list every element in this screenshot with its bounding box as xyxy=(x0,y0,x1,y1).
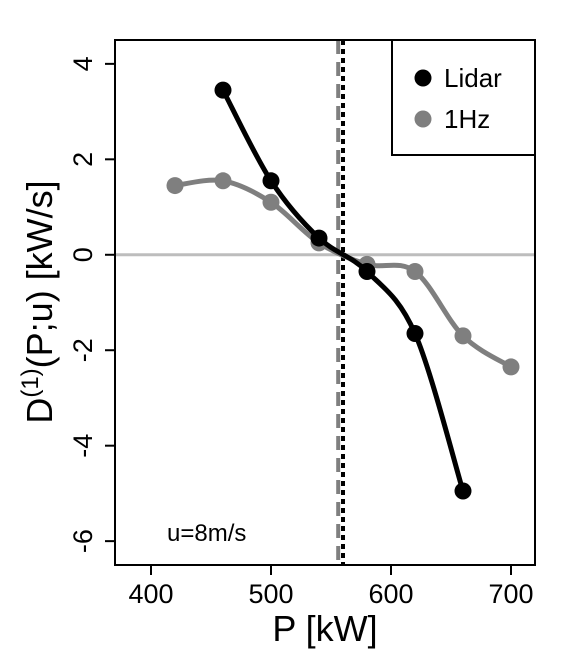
y-axis-title-rest: (P;u) [kW/s] xyxy=(19,180,60,368)
y-axis-title: D(1)(P;u) [kW/s] xyxy=(17,180,60,423)
plot-area xyxy=(115,40,535,565)
y-axis-title-main: D xyxy=(19,398,60,424)
data-point-lidar-580 xyxy=(358,262,376,280)
series-line-lidar xyxy=(220,88,466,492)
x-tick-label-500: 500 xyxy=(248,579,293,609)
data-point-lidar-460 xyxy=(214,81,232,99)
y-axis-title-superscript: (1) xyxy=(17,368,44,397)
data-point-lidar-660 xyxy=(454,482,472,500)
data-point-lidar-540 xyxy=(310,229,328,247)
data-point-1hz-660 xyxy=(454,327,472,345)
axes: 400 500 600 700 -6 -4 -2 0 2 4 xyxy=(68,39,536,609)
data-point-1hz-700 xyxy=(502,358,520,376)
y-tick-label-2: 2 xyxy=(68,152,98,167)
data-point-1hz-500 xyxy=(262,193,280,211)
legend-marker-lidar xyxy=(414,69,432,87)
legend: Lidar 1Hz xyxy=(391,39,536,156)
y-tick-label--4: -4 xyxy=(68,434,98,458)
y-tick-label--2: -2 xyxy=(68,338,98,362)
y-tick-label--6: -6 xyxy=(68,529,98,553)
x-tick-label-400: 400 xyxy=(128,579,173,609)
legend-label-1hz: 1Hz xyxy=(444,104,490,134)
x-axis-title: P [kW] xyxy=(272,608,377,649)
data-point-lidar-500 xyxy=(262,172,280,190)
data-point-1hz-620 xyxy=(406,262,424,280)
data-point-1hz-420 xyxy=(166,177,184,195)
plot-frame xyxy=(114,39,536,566)
legend-box xyxy=(391,39,536,156)
data-point-1hz-460 xyxy=(214,172,232,190)
data-point-lidar-620 xyxy=(406,325,424,343)
y-tick-label-0: 0 xyxy=(68,247,98,262)
legend-label-lidar: Lidar xyxy=(444,63,502,93)
x-tick-label-700: 700 xyxy=(488,579,533,609)
annotation-text: u=8m/s xyxy=(167,520,246,547)
legend-marker-1hz xyxy=(414,110,432,128)
y-tick-label-4: 4 xyxy=(68,56,98,71)
x-tick-label-600: 600 xyxy=(368,579,413,609)
